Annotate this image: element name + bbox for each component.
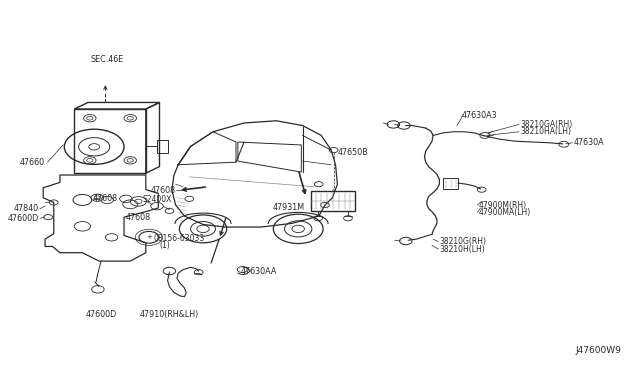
Text: 38210G(RH): 38210G(RH)	[440, 237, 486, 246]
Text: 47600D: 47600D	[8, 215, 39, 224]
Text: 38210H(LH): 38210H(LH)	[440, 244, 485, 254]
Text: 47660: 47660	[20, 158, 45, 167]
Text: 38210GA(RH): 38210GA(RH)	[520, 120, 573, 129]
Bar	[310, 191, 355, 211]
Text: (1): (1)	[159, 241, 170, 250]
Text: 47630A3: 47630A3	[462, 111, 497, 120]
Text: SEC.46E: SEC.46E	[91, 55, 124, 64]
Text: 47608: 47608	[126, 213, 151, 222]
Text: 47931M: 47931M	[272, 203, 305, 212]
Text: 47608: 47608	[93, 194, 118, 203]
Bar	[443, 177, 458, 189]
Text: S2400X: S2400X	[143, 195, 172, 205]
Text: 47910(RH&LH): 47910(RH&LH)	[140, 311, 199, 320]
Text: +: +	[146, 234, 152, 240]
Text: 47840: 47840	[13, 204, 39, 213]
Text: 47900M(RH): 47900M(RH)	[479, 201, 527, 209]
Text: J47600W9: J47600W9	[576, 346, 621, 355]
Text: 47600D: 47600D	[85, 311, 116, 320]
Text: 47630A: 47630A	[574, 138, 604, 147]
Text: 47608: 47608	[151, 186, 176, 195]
Text: 47630AA: 47630AA	[241, 266, 276, 276]
Text: 47650B: 47650B	[337, 148, 368, 157]
Bar	[157, 140, 168, 153]
Text: 47900MA(LH): 47900MA(LH)	[479, 208, 531, 217]
Text: 08156-63033: 08156-63033	[153, 234, 205, 243]
Text: 38210HA(LH): 38210HA(LH)	[520, 127, 572, 136]
